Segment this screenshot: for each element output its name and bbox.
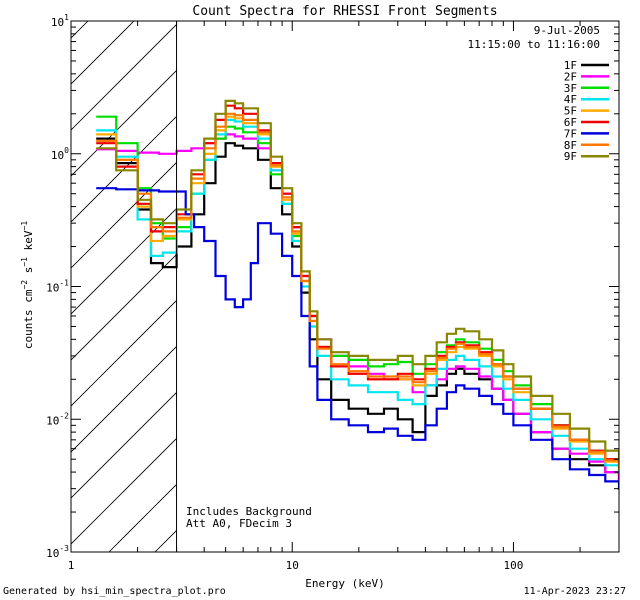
hatch-line bbox=[71, 253, 177, 361]
series-line-9F bbox=[96, 99, 619, 461]
chart-title: Count Spectra for RHESSI Front Segments bbox=[192, 4, 497, 19]
annotation-date: 9-Jul-2005 bbox=[534, 24, 600, 37]
footer-generated-by: Generated by hsi_min_spectra_plot.pro bbox=[3, 586, 226, 597]
y-tick-label: 100 bbox=[51, 146, 69, 162]
series-line-8F bbox=[96, 112, 619, 468]
hatch-line bbox=[71, 115, 177, 223]
hatch-line bbox=[71, 23, 177, 131]
y-tick-label: 10-3 bbox=[46, 544, 69, 560]
x-tick-label: 1 bbox=[68, 559, 75, 572]
annotation-background: Includes Background bbox=[186, 505, 312, 518]
hatch-line bbox=[0, 0, 71, 552]
x-axis-label: Energy (keV) bbox=[305, 577, 384, 590]
hatch-line bbox=[71, 345, 177, 453]
series-line-7F bbox=[96, 187, 619, 490]
legend-label-4F: 4F bbox=[564, 93, 577, 106]
hatched-region bbox=[0, 0, 177, 552]
y-label-exp: −2 bbox=[20, 280, 29, 290]
footer-timestamp: 11-Apr-2023 23:27 bbox=[524, 586, 626, 597]
y-label-part: s bbox=[22, 267, 35, 280]
y-label-part: keV bbox=[22, 230, 35, 257]
legend-label-5F: 5F bbox=[564, 105, 577, 118]
hatch-line bbox=[108, 483, 177, 552]
y-tick-label: 101 bbox=[51, 13, 69, 29]
legend-label-2F: 2F bbox=[564, 70, 577, 83]
legend-label-1F: 1F bbox=[564, 59, 577, 72]
y-label-exp: −1 bbox=[20, 221, 29, 231]
series-line-3F bbox=[96, 115, 619, 467]
y-tick-label: 10-2 bbox=[46, 411, 69, 427]
hatch-line bbox=[71, 391, 177, 499]
y-axis-label: counts cm−2 s−1 keV−1 bbox=[20, 221, 35, 349]
hatch-line bbox=[71, 437, 177, 545]
series-line-1F bbox=[96, 137, 619, 481]
series-line-2F bbox=[96, 133, 619, 481]
legend-label-9F: 9F bbox=[564, 150, 577, 163]
x-tick-label: 100 bbox=[504, 559, 524, 572]
annotation-attenuator: Att A0, FDecim 3 bbox=[186, 517, 292, 530]
annotation-time-range: 11:15:00 to 11:16:00 bbox=[468, 38, 600, 51]
plot-frame bbox=[70, 20, 620, 553]
series-line-4F bbox=[96, 118, 619, 474]
y-tick-label: 10-1 bbox=[46, 279, 69, 295]
legend-label-7F: 7F bbox=[564, 127, 577, 140]
hatch-line bbox=[71, 69, 177, 177]
x-tick-label: 10 bbox=[286, 559, 299, 572]
y-label-part: counts cm bbox=[22, 289, 35, 349]
legend-label-6F: 6F bbox=[564, 116, 577, 129]
y-label-exp: −1 bbox=[20, 257, 29, 267]
series-line-6F bbox=[96, 104, 619, 467]
series-line-5F bbox=[96, 115, 619, 471]
legend-label-8F: 8F bbox=[564, 139, 577, 152]
legend-label-3F: 3F bbox=[564, 82, 577, 95]
hatch-line bbox=[71, 207, 177, 315]
